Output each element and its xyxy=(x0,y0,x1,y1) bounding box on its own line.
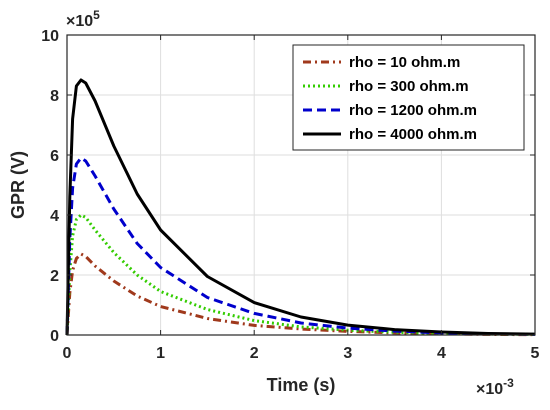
series-line-3 xyxy=(65,156,536,336)
legend-label-3: rho = 1200 ohm.m xyxy=(349,102,477,119)
y-tick-label: 10 xyxy=(41,28,59,45)
x-tick-label: 1 xyxy=(156,345,165,362)
x-tick-label: 5 xyxy=(531,345,540,362)
y-tick-label: 4 xyxy=(50,208,59,225)
y-tick-label: 8 xyxy=(50,88,59,105)
series-line-2 xyxy=(65,213,536,336)
y-exponent-power: 5 xyxy=(93,8,100,22)
x-tick-label: 4 xyxy=(437,345,446,362)
series-lines xyxy=(65,78,536,337)
plot-frame xyxy=(66,34,536,336)
y-axis-exponent: ×105 xyxy=(66,8,100,30)
y-exponent-base: ×10 xyxy=(66,13,93,30)
x-axis-exponent: ×10-3 xyxy=(476,376,514,398)
x-axis-label: Time (s) xyxy=(267,375,336,395)
series-line-4 xyxy=(65,78,536,336)
legend-label-4: rho = 4000 ohm.m xyxy=(349,126,477,143)
y-tick-label: 2 xyxy=(50,268,59,285)
x-exponent-base: ×10 xyxy=(476,381,503,398)
x-tick-label: 2 xyxy=(250,345,259,362)
x-exponent-power: -3 xyxy=(503,376,514,390)
legend-label-1: rho = 10 ohm.m xyxy=(349,54,460,71)
y-axis-label: GPR (V) xyxy=(8,151,28,219)
x-tick-label: 3 xyxy=(343,345,352,362)
series-line-1 xyxy=(65,252,536,337)
y-tick-label: 6 xyxy=(50,148,59,165)
x-tick-label: 0 xyxy=(63,345,72,362)
legend-label-2: rho = 300 ohm.m xyxy=(349,78,469,95)
y-tick-label: 0 xyxy=(50,328,59,345)
axis-ticks: 0 1 2 3 4 5 0 2 4 6 8 10 xyxy=(41,28,539,362)
legend: rho = 10 ohm.m rho = 300 ohm.m rho = 1200 … xyxy=(292,44,525,151)
